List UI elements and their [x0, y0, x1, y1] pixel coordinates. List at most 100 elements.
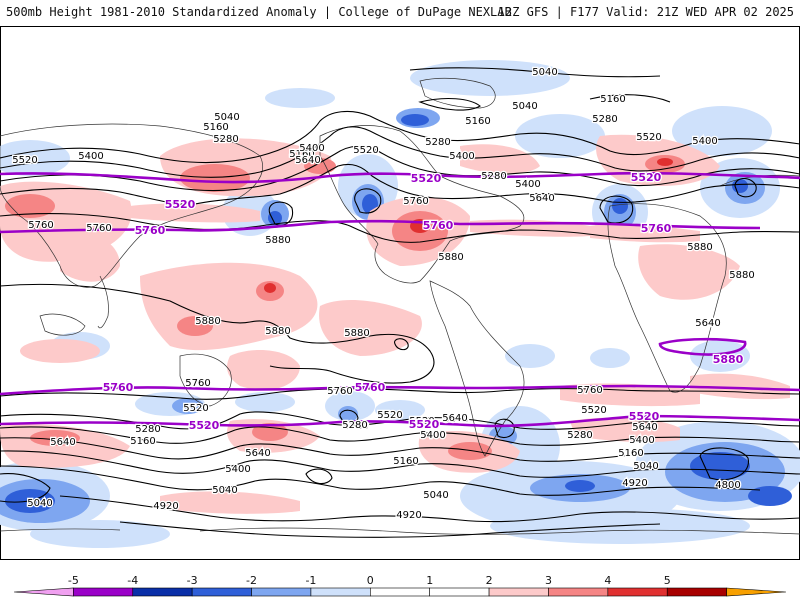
height-contours: [0, 67, 800, 538]
coastlines: [0, 77, 800, 535]
height-label: 5640: [632, 422, 657, 433]
height-label: 5040: [423, 490, 448, 501]
height-label: 5400: [420, 430, 445, 441]
reference-contours: [0, 171, 800, 428]
height-label: 5760: [28, 220, 53, 231]
anomaly-map: 5040 5040 5160 5160 5280 5520 5400 5040 …: [0, 26, 800, 560]
height-label: 5400: [629, 435, 654, 446]
height-label: 5880: [265, 326, 290, 337]
height-label: 5760: [403, 196, 428, 207]
height-label: 5040: [27, 498, 52, 509]
colorbar-swatch: [13, 587, 74, 597]
height-label: 5040: [512, 101, 537, 112]
height-label: 5520: [409, 416, 434, 427]
height-label: 5640: [50, 437, 75, 448]
reference-label: 5520: [409, 418, 440, 431]
height-label: 5520: [12, 155, 37, 166]
height-label: 4920: [153, 501, 178, 512]
colorbar-label: 3: [545, 574, 552, 587]
reference-label: 5760: [135, 224, 166, 237]
reference-label: 5760: [355, 381, 386, 394]
reference-label: 5880: [713, 353, 744, 366]
height-label: 5280: [567, 430, 592, 441]
reference-labels: 5520 5520 5520 5760 5760 5760 5760 5520 …: [101, 170, 744, 434]
height-label: 5400: [449, 151, 474, 162]
reference-label: 5520: [189, 419, 220, 432]
height-label: 5880: [195, 316, 220, 327]
height-label: 5640: [245, 448, 270, 459]
height-label: 5400: [515, 179, 540, 190]
height-label: 5640: [442, 413, 467, 424]
height-label: 5280: [592, 114, 617, 125]
height-label: 5760: [327, 386, 352, 397]
colorbar-label: 2: [486, 574, 493, 587]
height-label: 5280: [481, 171, 506, 182]
height-label: 5160: [203, 122, 228, 133]
height-label: 5880: [438, 252, 463, 263]
reference-label: 5520: [165, 198, 196, 211]
colorbar-label: -1: [305, 574, 316, 587]
colorbar-label: -4: [127, 574, 138, 587]
height-label: 5280: [342, 420, 367, 431]
colorbar-label: -2: [246, 574, 257, 587]
height-label: 5040: [212, 485, 237, 496]
height-label: 5160: [289, 149, 314, 160]
height-label: 5040: [214, 112, 239, 123]
height-label: 5520: [183, 403, 208, 414]
colorbar-swatch: [73, 587, 134, 597]
height-label: 5880: [687, 242, 712, 253]
reference-label: 5520: [411, 172, 442, 185]
height-label: 5880: [265, 235, 290, 246]
height-labels: 5040 5040 5160 5160 5280 5520 5400 5040 …: [11, 66, 756, 523]
height-label: 5520: [353, 145, 378, 156]
reference-label: 5760: [641, 222, 672, 235]
height-label: 5640: [295, 155, 320, 166]
height-label: 5520: [581, 405, 606, 416]
colorbar-label: 1: [426, 574, 433, 587]
reference-label: 5520: [629, 410, 660, 423]
height-label: 5400: [78, 151, 103, 162]
height-label: 5160: [130, 436, 155, 447]
colorbar-swatch: [191, 587, 252, 597]
height-label: 5400: [420, 430, 445, 441]
height-label: 5040: [633, 461, 658, 472]
height-label: 5640: [529, 193, 554, 204]
colorbar-swatch: [132, 587, 193, 597]
colorbar-swatch: [607, 587, 668, 597]
colorbar-swatch: [370, 587, 430, 597]
colorbar-label: 0: [367, 574, 374, 587]
height-label: 5400: [692, 136, 717, 147]
height-label: 5880: [344, 328, 369, 339]
colorbar-swatch: [726, 587, 787, 597]
height-label: 5520: [636, 132, 661, 143]
anomaly-shading: [0, 60, 800, 548]
height-label: 5160: [465, 116, 490, 127]
colorbar-swatch: [429, 587, 490, 597]
height-label: 5400: [225, 464, 250, 475]
colorbar-label: -5: [68, 574, 79, 587]
height-label: 5280: [343, 421, 368, 432]
height-label: 5280: [135, 424, 160, 435]
height-label: 4920: [396, 510, 421, 521]
colorbar-label: -3: [187, 574, 198, 587]
colorbar-swatch: [488, 587, 549, 597]
height-label: 5760: [185, 378, 210, 389]
colorbar-label: 5: [664, 574, 671, 587]
height-label: 5520: [377, 410, 402, 421]
map-title: 500mb Height 1981-2010 Standardized Anom…: [6, 5, 512, 19]
height-label: 5760: [577, 385, 602, 396]
colorbar-swatch: [310, 587, 371, 597]
colorbar: -5 -4 -3 -2 -1 0 1 2 3 4 5: [13, 574, 787, 597]
colorbar-label: 4: [604, 574, 611, 587]
height-label: 5760: [86, 223, 111, 234]
height-label: 5160: [618, 448, 643, 459]
height-label: 5640: [695, 318, 720, 329]
height-label: 4800: [715, 480, 740, 491]
height-label: 5880: [729, 270, 754, 281]
reference-label: 5760: [103, 381, 134, 394]
height-label: 5640: [443, 414, 468, 425]
height-label: 5280: [425, 137, 450, 148]
height-label: 5160: [130, 436, 155, 447]
colorbar-swatch: [251, 587, 312, 597]
height-label: 5040: [532, 67, 557, 78]
